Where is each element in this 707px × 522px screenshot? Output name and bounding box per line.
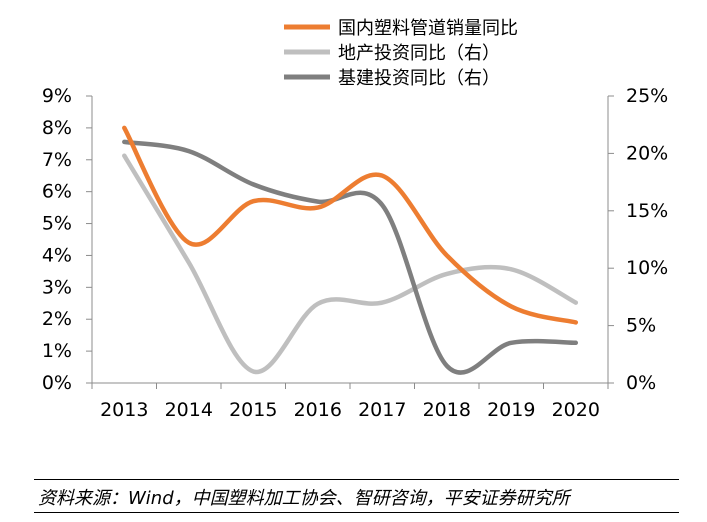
series-line-3	[122, 139, 579, 375]
source-rule-bottom	[34, 512, 679, 513]
source-rule-top	[34, 479, 679, 480]
x-tick-label: 2019	[487, 399, 535, 421]
x-tick-label: 2013	[100, 399, 148, 421]
y-left-tick-label: 4%	[42, 244, 72, 266]
y-left-tick-label: 5%	[42, 213, 72, 235]
x-tick-label: 2018	[423, 399, 471, 421]
y-left-tick-label: 6%	[42, 181, 72, 203]
x-tick-label: 2020	[552, 399, 600, 421]
series-line-2	[122, 153, 579, 374]
series-layer	[122, 125, 579, 375]
legend-label: 基建投资同比（右）	[338, 68, 500, 89]
y-right-tick-label: 10%	[626, 257, 668, 279]
legend-label: 国内塑料管道销量同比	[338, 18, 518, 39]
y-right-tick-label: 0%	[626, 372, 656, 394]
axes: 0% 1% 2% 3% 4% 5% 6% 7% 8% 9% 0% 5% 10% 15% 20% 25% 2013…	[42, 85, 668, 421]
x-tick-label: 2017	[358, 399, 406, 421]
source-note: 资料来源：Wind，中国塑料加工协会、智研咨询，平安证券研究所	[38, 488, 570, 509]
y-right-tick-label: 25%	[626, 85, 668, 107]
legend-label: 地产投资同比（右）	[338, 43, 500, 64]
x-tick-label: 2015	[229, 399, 277, 421]
line-chart: 0% 1% 2% 3% 4% 5% 6% 7% 8% 9% 0% 5% 10% 15% 20% 25% 2013…	[42, 18, 668, 421]
y-right-tick-label: 15%	[626, 200, 668, 222]
y-left-tick-label: 2%	[42, 308, 72, 330]
y-left-tick-label: 0%	[42, 372, 72, 394]
x-tick-label: 2016	[294, 399, 342, 421]
y-right-tick-label: 20%	[626, 142, 668, 164]
x-tick-label: 2014	[165, 399, 213, 421]
y-left-tick-label: 7%	[42, 149, 72, 171]
y-right-tick-label: 5%	[626, 315, 656, 337]
y-left-tick-label: 8%	[42, 117, 72, 139]
y-left-tick-label: 3%	[42, 276, 72, 298]
y-left-tick-label: 1%	[42, 340, 72, 362]
y-left-tick-label: 9%	[42, 85, 72, 107]
series-line-1	[122, 125, 579, 325]
